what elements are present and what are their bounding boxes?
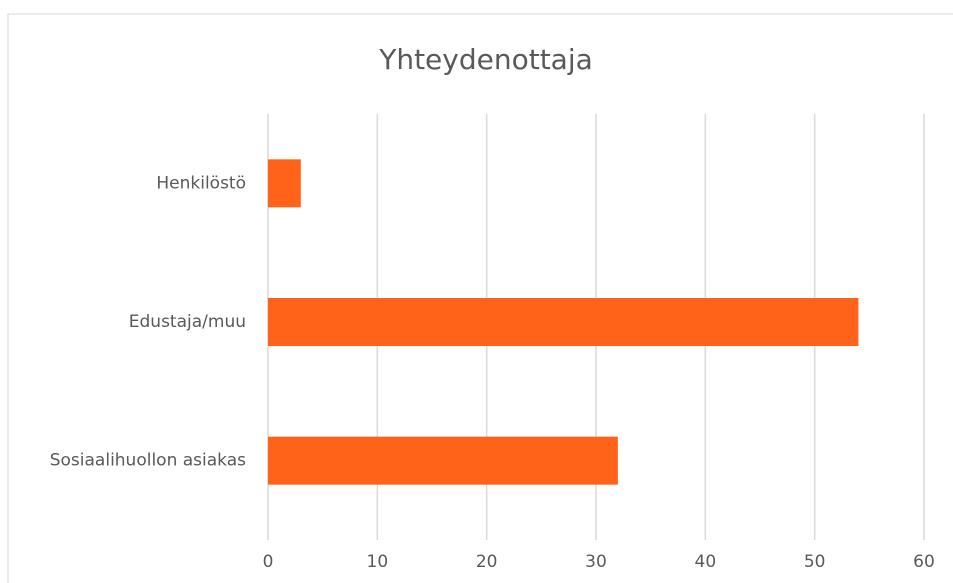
chart-title: Yhteydenottaja <box>378 43 593 76</box>
y-tick-label: Edustaja/muu <box>129 312 246 332</box>
y-tick-label: Sosiaalihuollon asiakas <box>50 451 246 471</box>
x-tick-label: 20 <box>476 552 498 572</box>
x-tick-label: 10 <box>367 552 389 572</box>
bar <box>268 159 301 208</box>
x-tick-label: 40 <box>695 552 717 572</box>
x-tick-label: 30 <box>585 552 607 572</box>
bar <box>268 436 618 485</box>
x-tick-label: 60 <box>913 552 935 572</box>
x-tick-label: 50 <box>804 552 826 572</box>
x-tick-label: 0 <box>263 552 274 572</box>
bar <box>268 298 859 346</box>
y-tick-label: Henkilöstö <box>156 173 246 193</box>
